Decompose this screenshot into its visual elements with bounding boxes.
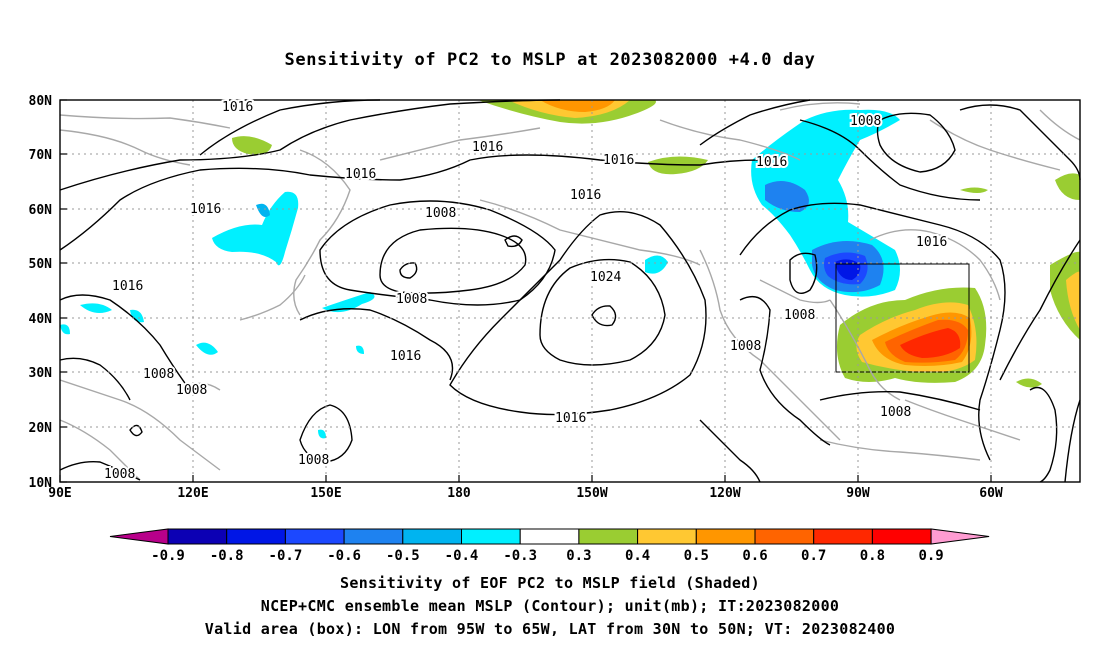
caption-line-2: NCEP+CMC ensemble mean MSLP (Contour); u… — [260, 597, 840, 615]
colorbar-swatch — [167, 528, 228, 545]
shade-negative — [256, 203, 270, 218]
lat-label: 80N — [29, 94, 53, 109]
lat-label: 50N — [29, 257, 53, 272]
contour-label: 1016 — [603, 153, 634, 168]
lon-label: 180 — [447, 486, 471, 501]
colorbar-swatch — [695, 528, 756, 545]
lon-label: 150E — [310, 486, 341, 501]
shade-positive — [1055, 173, 1080, 200]
colorbar-swatch — [402, 528, 462, 545]
contour-label: 1008 — [850, 114, 881, 129]
contour-label: 1016 — [190, 202, 221, 217]
shading-layer — [60, 100, 1080, 439]
colorbar-swatch — [343, 528, 404, 545]
contour-label: 1016 — [112, 279, 143, 294]
shade-positive — [232, 136, 272, 155]
lon-label: 120E — [177, 486, 208, 501]
colorbar-tick-label: 0.8 — [860, 548, 885, 564]
caption-line-3: Valid area (box): LON from 95W to 65W, L… — [204, 620, 896, 638]
contour-label: 1016 — [222, 100, 253, 115]
shade-negative — [356, 345, 364, 354]
lon-label: 90E — [48, 486, 71, 501]
caption-line-1: Sensitivity of EOF PC2 to MSLP field (Sh… — [340, 574, 760, 592]
shade-negative — [322, 292, 375, 313]
lat-label: 20N — [29, 421, 53, 436]
colorbar-swatch — [461, 528, 521, 545]
contour-label: 1016 — [916, 235, 947, 250]
shade-negative — [80, 303, 112, 314]
contour-label: 1016 — [555, 411, 586, 426]
colorbar-swatch — [871, 528, 932, 545]
contour-label: 1008 — [176, 383, 207, 398]
contour-label: 1008 — [880, 405, 911, 420]
colorbar-swatch — [284, 528, 345, 545]
colorbar-swatch — [578, 528, 639, 545]
shade-negative — [765, 181, 809, 212]
contour-label: 1008 — [396, 292, 427, 307]
colorbar-tick-label: -0.6 — [327, 548, 361, 564]
tick-marks — [59, 99, 992, 483]
lon-label: 90W — [846, 486, 870, 501]
colorbar-swatch — [519, 528, 580, 545]
lat-label: 30N — [29, 366, 53, 381]
shade-positive — [900, 328, 961, 358]
colorbar-tick-label: 0.9 — [918, 548, 943, 564]
contour-label: 1016 — [345, 167, 376, 182]
colorbar-arrow-max — [930, 528, 990, 545]
lat-label: 40N — [29, 312, 53, 327]
shade-negative — [835, 259, 861, 280]
colorbar-tick-label: 0.5 — [684, 548, 709, 564]
colorbar-tick-label: -0.7 — [269, 548, 303, 564]
contour-label: 1008 — [730, 339, 761, 354]
contour-label: 1008 — [784, 308, 815, 323]
shade-positive — [1066, 271, 1080, 330]
mslp-contours — [59, 99, 1081, 483]
lat-label: 10N — [29, 476, 53, 491]
colorbar-tick-label: -0.4 — [445, 548, 479, 564]
contour-label: 1008 — [425, 206, 456, 221]
colorbar-tick-label: -0.8 — [210, 548, 244, 564]
lon-label: 120W — [709, 486, 740, 501]
contour-label: 1016 — [390, 349, 421, 364]
map-frame — [59, 99, 1081, 483]
shade-positive — [540, 100, 615, 112]
colorbar-tick-label: 0.7 — [801, 548, 826, 564]
shade-negative — [60, 324, 70, 335]
shade-negative — [645, 255, 668, 274]
contour-label: 1024 — [590, 270, 621, 285]
colorbar-tick-label: 0.4 — [625, 548, 650, 564]
shade-positive — [1050, 251, 1080, 340]
colorbar-tick-label: -0.9 — [151, 548, 185, 564]
lat-label: 60N — [29, 203, 53, 218]
lon-label: 150W — [576, 486, 607, 501]
colorbar-arrow-min — [109, 528, 169, 545]
figure-title: Sensitivity of PC2 to MSLP at 2023082000… — [284, 50, 816, 70]
colorbar-tick-label: 0.6 — [742, 548, 767, 564]
lat-label: 70N — [29, 148, 53, 163]
contour-label: 1016 — [756, 155, 787, 170]
colorbar-swatch — [754, 528, 815, 545]
colorbar-swatch — [637, 528, 697, 545]
colorbar-tick-label: -0.5 — [386, 548, 420, 564]
contour-label: 1016 — [472, 140, 503, 155]
colorbar-swatch — [226, 528, 286, 545]
shade-negative — [212, 191, 299, 266]
lon-label: 60W — [979, 486, 1003, 501]
colorbar-swatch — [813, 528, 873, 545]
contour-label: 1016 — [570, 188, 601, 203]
contour-label: 1008 — [143, 367, 174, 382]
shade-positive — [960, 187, 988, 193]
colorbar-tick-label: -0.3 — [503, 548, 537, 564]
shade-negative — [196, 342, 218, 355]
coastlines — [59, 102, 1081, 481]
shade-negative — [130, 309, 144, 323]
shade-positive — [1016, 378, 1042, 388]
contour-label: 1008 — [104, 467, 135, 482]
gridlines — [60, 100, 1080, 482]
colorbar-tick-label: 0.3 — [566, 548, 591, 564]
contour-label: 1008 — [298, 453, 329, 468]
colorbar: -0.9 -0.8 -0.7 -0.6 -0.5 -0.4 -0.3 0.3 0.4 0.5 0.6… — [109, 528, 990, 564]
shade-negative — [318, 429, 326, 439]
